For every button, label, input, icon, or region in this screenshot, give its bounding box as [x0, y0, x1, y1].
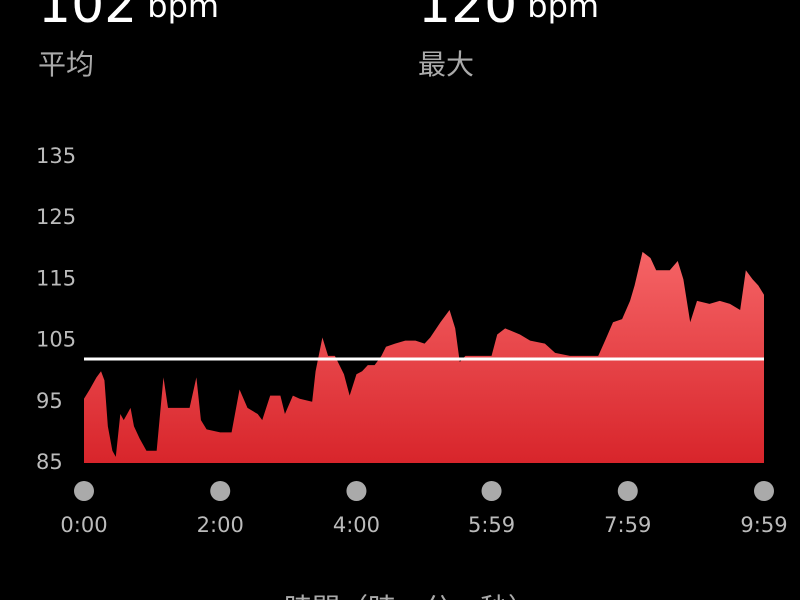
y-tick-label: 95 — [36, 389, 63, 413]
x-tick-label: 4:00 — [333, 513, 380, 537]
y-tick-label: 115 — [36, 266, 76, 290]
stat-value: 120 bpm — [418, 0, 599, 35]
x-tick-dot — [74, 481, 94, 501]
x-tick-label: 5:59 — [468, 513, 515, 537]
x-tick-dot — [481, 481, 502, 501]
x-tick-dot — [617, 481, 638, 501]
y-tick-label: 135 — [36, 144, 76, 168]
x-tick-dot — [754, 481, 774, 501]
stat-label: 平均 — [38, 48, 94, 81]
y-tick-label: 85 — [36, 450, 63, 474]
stat-value: 102 bpm — [38, 0, 219, 35]
x-tick-label: 7:59 — [604, 513, 651, 537]
stat-label: 最大 — [418, 48, 474, 81]
x-tick-dot — [210, 481, 231, 501]
stat-number: 102 — [38, 0, 137, 35]
stat-unit: bpm — [527, 0, 599, 25]
x-tick-dot — [346, 481, 367, 501]
x-tick-label: 9:59 — [740, 513, 787, 537]
x-tick-label: 0:00 — [60, 513, 107, 537]
x-tick-label: 2:00 — [197, 513, 244, 537]
stat-number: 120 — [418, 0, 517, 35]
x-axis-label: 時間（時：分：秒） — [284, 592, 536, 600]
stat-unit: bpm — [147, 0, 219, 25]
area — [84, 251, 764, 463]
y-tick-label: 105 — [36, 328, 76, 352]
y-tick-label: 125 — [36, 205, 76, 229]
